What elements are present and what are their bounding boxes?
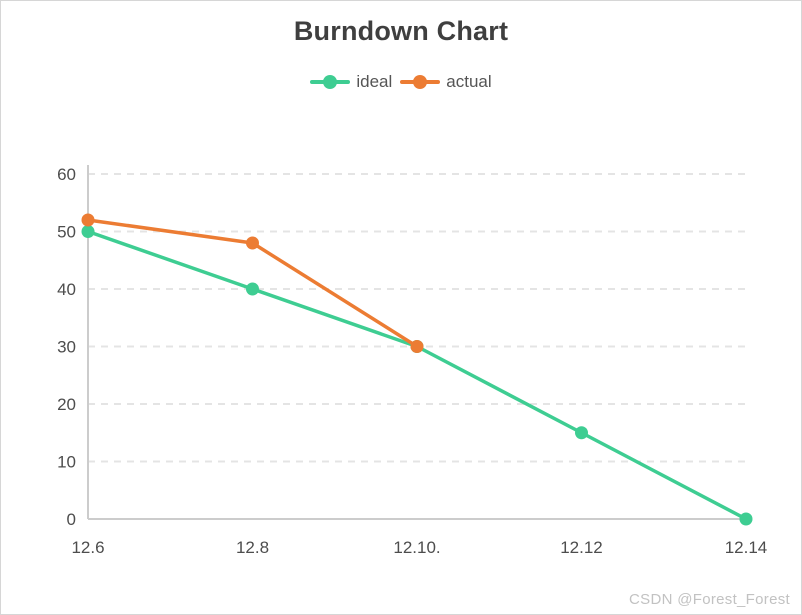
legend-item-ideal[interactable]: ideal	[310, 72, 392, 92]
y-tick-label: 30	[57, 338, 76, 357]
legend-line-dot-icon	[400, 75, 441, 89]
x-tick-label: 12.10.	[393, 538, 440, 557]
data-point-actual	[246, 236, 259, 250]
legend-line-dot-icon	[310, 75, 351, 89]
x-tick-label: 12.6	[71, 538, 104, 557]
y-tick-label: 0	[67, 510, 76, 529]
legend-item-actual[interactable]: actual	[400, 72, 492, 92]
x-tick-label: 12.12	[560, 538, 603, 557]
data-point-actual	[410, 340, 424, 353]
legend-label-actual: actual	[446, 72, 492, 91]
x-tick-label: 12.14	[725, 538, 768, 557]
data-point-ideal	[739, 512, 753, 526]
data-point-ideal	[575, 426, 588, 440]
legend: ideal actual	[1, 72, 801, 92]
data-point-ideal	[246, 282, 259, 296]
series-line-ideal	[86, 229, 748, 521]
y-tick-label: 20	[57, 395, 76, 414]
data-point-actual	[81, 213, 95, 227]
y-tick-label: 50	[57, 223, 76, 242]
y-tick-label: 60	[57, 165, 76, 184]
watermark: CSDN @Forest_Forest	[629, 591, 790, 608]
legend-label-ideal: ideal	[356, 72, 393, 91]
data-point-ideal	[81, 225, 95, 238]
x-tick-label: 12.8	[236, 538, 269, 557]
y-tick-label: 10	[57, 453, 76, 472]
chart-title: Burndown Chart	[293, 16, 509, 46]
y-tick-label: 40	[57, 280, 76, 299]
